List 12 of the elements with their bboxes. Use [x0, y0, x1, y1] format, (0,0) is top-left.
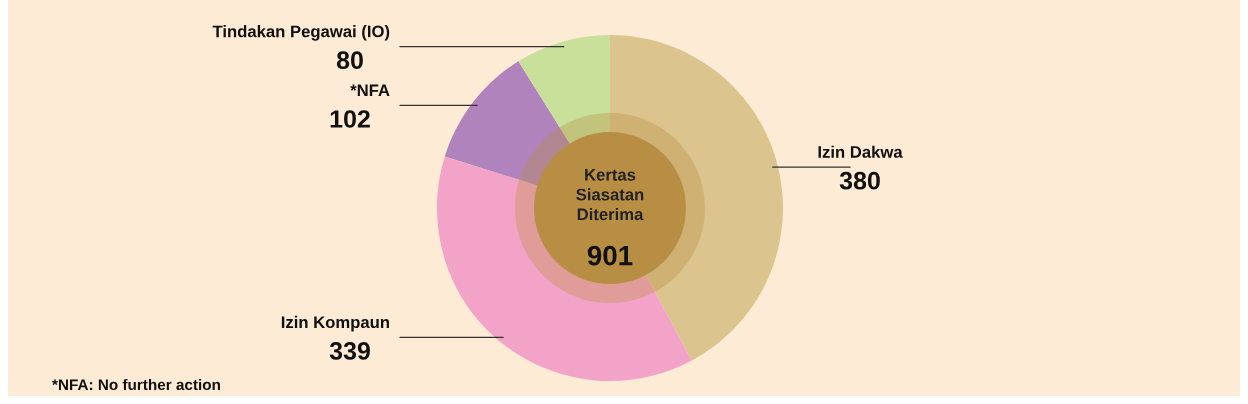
slice-label: *NFA [350, 84, 390, 97]
slice-label: Tindakan Pegawai (IO) [212, 25, 390, 41]
text: Kertas Siasatan Diterima [576, 169, 644, 221]
text: *NFA: No further action [52, 378, 220, 391]
data-label: 80 [336, 51, 363, 70]
slice-label: Izin Kompaun [281, 315, 389, 332]
data-label: 339 [329, 342, 370, 360]
donut-slice [436, 156, 692, 382]
data-label: 102 [330, 110, 370, 128]
text: 901 [587, 245, 633, 266]
data-label: 380 [839, 171, 880, 190]
slice-label: Izin Dakwa [818, 145, 903, 158]
